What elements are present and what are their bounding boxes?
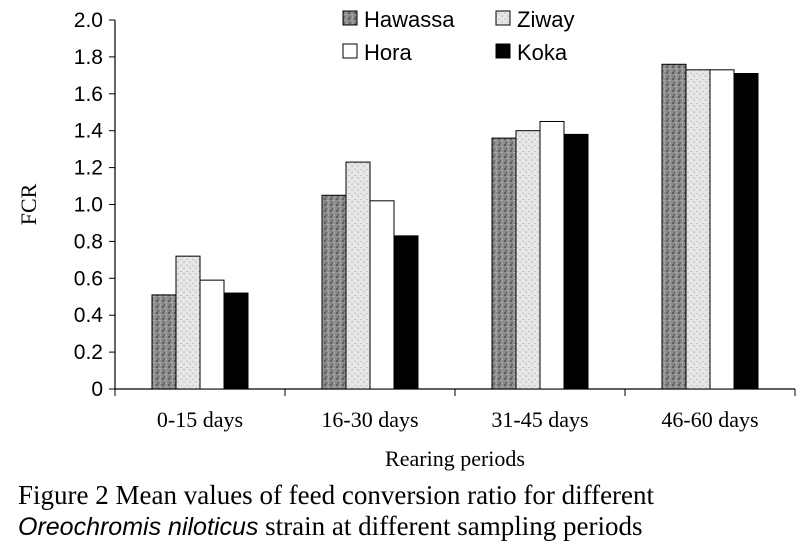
y-tick-label: 1.2 (74, 157, 103, 180)
caption-line-1: Figure 2 Mean values of feed conversion … (18, 480, 655, 510)
bar-ziway (345, 161, 371, 390)
y-tick-label: 1.8 (74, 46, 103, 69)
y-axis-title: FCR (16, 183, 41, 225)
caption-line-2: Oreochromis niloticus strain at differen… (18, 511, 793, 543)
bar-koka (223, 292, 249, 390)
bar-ziway (515, 130, 541, 390)
bar-hawassa (661, 63, 687, 390)
legend-swatch-hawassa (342, 10, 358, 26)
x-tick-label: 16-30 days (321, 407, 418, 432)
legend-label-ziway: Ziway (517, 7, 574, 32)
bar-hawassa (151, 294, 177, 390)
y-tick-label: 0 (91, 378, 103, 401)
y-tick-label: 0.4 (74, 304, 104, 327)
y-tick-label: 0.2 (74, 341, 103, 364)
legend-label-koka: Koka (517, 40, 568, 65)
legend-label-hora: Hora (364, 40, 412, 65)
caption-species: Oreochromis niloticus (18, 513, 259, 541)
y-tick-label: 0.6 (74, 267, 103, 290)
bar-hawassa (321, 194, 347, 390)
legend-swatch-ziway (495, 10, 511, 26)
x-tick-label: 0-15 days (157, 407, 243, 432)
y-tick-label: 1.4 (74, 120, 104, 143)
y-tick-label: 0.8 (74, 230, 103, 253)
y-tick-label: 1.6 (74, 83, 103, 106)
bar-hora (539, 120, 565, 390)
y-tick-label: 2.0 (74, 9, 103, 32)
x-axis-title: Rearing periods (385, 446, 525, 471)
bar-koka (393, 235, 419, 390)
legend-label-hawassa: Hawassa (364, 7, 455, 32)
legend-swatch-koka (495, 43, 511, 59)
bar-hawassa (491, 137, 517, 390)
figure-caption: Figure 2 Mean values of feed conversion … (18, 480, 793, 543)
bar-chart: 0 0.2 0.4 0.6 0.8 1.0 1.2 1.4 1.6 1.8 2.0 0-15 days… (16, 7, 796, 471)
x-tick-label: 31-45 days (491, 407, 588, 432)
caption-line-2-rest: strain at different sampling periods (258, 511, 643, 541)
legend-swatch-hora (342, 43, 358, 59)
bar-koka (563, 133, 589, 390)
bar-hora (709, 69, 735, 390)
bar-ziway (685, 69, 711, 390)
x-tick-label: 46-60 days (661, 407, 758, 432)
bar-hora (199, 279, 225, 390)
bar-hora (369, 200, 395, 390)
y-tick-label: 1.0 (74, 194, 103, 217)
bar-ziway (175, 255, 201, 390)
bar-koka (733, 73, 759, 390)
